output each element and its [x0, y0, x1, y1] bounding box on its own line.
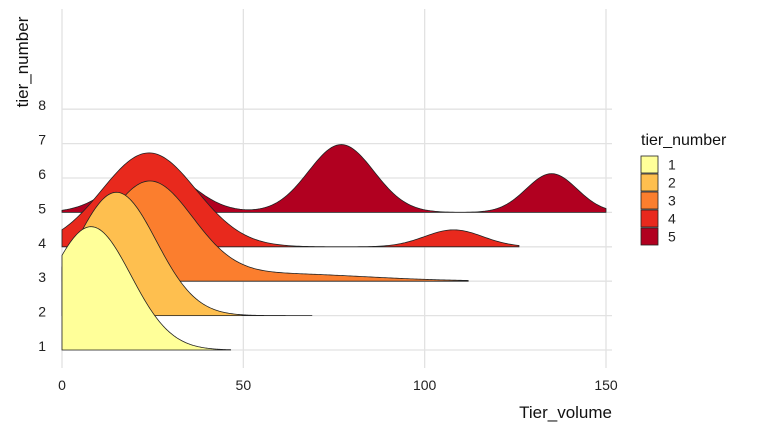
legend-label-2: 2: [668, 175, 676, 191]
y-axis-title: tier_number: [13, 16, 32, 107]
legend-title: tier_number: [641, 132, 727, 149]
y-tick-label: 2: [38, 304, 46, 320]
legend-label-3: 3: [668, 193, 676, 209]
legend: tier_number 1 2 3 4 5: [640, 132, 727, 246]
y-tick-label: 6: [38, 166, 46, 182]
x-tick-label: 100: [413, 377, 437, 393]
y-tick-label: 3: [38, 269, 46, 285]
x-tick-label: 150: [594, 377, 618, 393]
y-tick-label: 5: [38, 200, 46, 216]
x-axis-title: Tier_volume: [519, 403, 612, 422]
y-tick-label: 1: [38, 338, 46, 354]
legend-label-5: 5: [668, 229, 676, 245]
y-tick-label: 4: [38, 235, 46, 251]
ridge-tier-1: [61, 226, 232, 351]
y-tick-label: 7: [38, 132, 46, 148]
legend-label-4: 4: [668, 211, 676, 227]
axis-layer: 0 50 100 150 1 2 3 4 5 6 7 8: [38, 97, 618, 393]
x-tick-label: 0: [58, 377, 66, 393]
ridges-layer: [61, 144, 607, 351]
legend-swatch-3: [640, 191, 659, 210]
x-tick-label: 50: [236, 377, 252, 393]
legend-swatch-4: [640, 209, 659, 228]
legend-swatch-5: [640, 227, 659, 246]
legend-label-1: 1: [668, 157, 676, 173]
legend-swatch-2: [640, 173, 659, 192]
y-tick-label: 8: [38, 97, 46, 113]
legend-swatch-1: [640, 155, 659, 174]
